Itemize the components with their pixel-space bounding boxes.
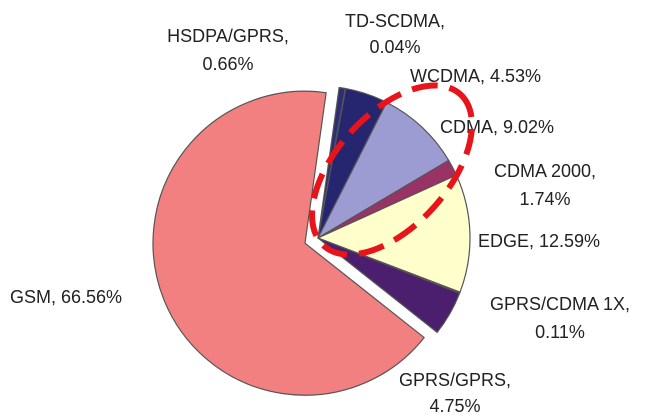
labels: HSDPA/GPRS, 0.66% TD-SCDMA, 0.04% WCDMA, 4.5… (10, 11, 630, 416)
highlight-ellipse (309, 82, 475, 258)
pie (152, 86, 471, 396)
slice-label: CDMA 2000, (494, 161, 596, 181)
slice-label: GPRS/GPRS, (399, 370, 511, 390)
slice-label: GSM, 66.56% (10, 287, 122, 307)
slice-label: 0.11% (535, 322, 585, 342)
slice-label: 4.75% (429, 396, 480, 416)
slice-label: 0.66% (202, 54, 253, 74)
slice-label: 0.04% (369, 37, 420, 57)
pie-slice (317, 237, 461, 333)
slice-label: CDMA, 9.02% (440, 117, 554, 137)
slice-label: 1.74% (519, 189, 570, 209)
pie-slice (152, 90, 425, 396)
slice-label: EDGE, 12.59% (478, 231, 600, 251)
slice-label: HSDPA/GPRS, (167, 26, 289, 46)
pie-slice (317, 174, 471, 293)
slice-label: GPRS/CDMA 1X, (490, 294, 630, 314)
slice-label: WCDMA, 4.53% (410, 66, 541, 86)
slice-label: TD-SCDMA, (345, 11, 445, 31)
